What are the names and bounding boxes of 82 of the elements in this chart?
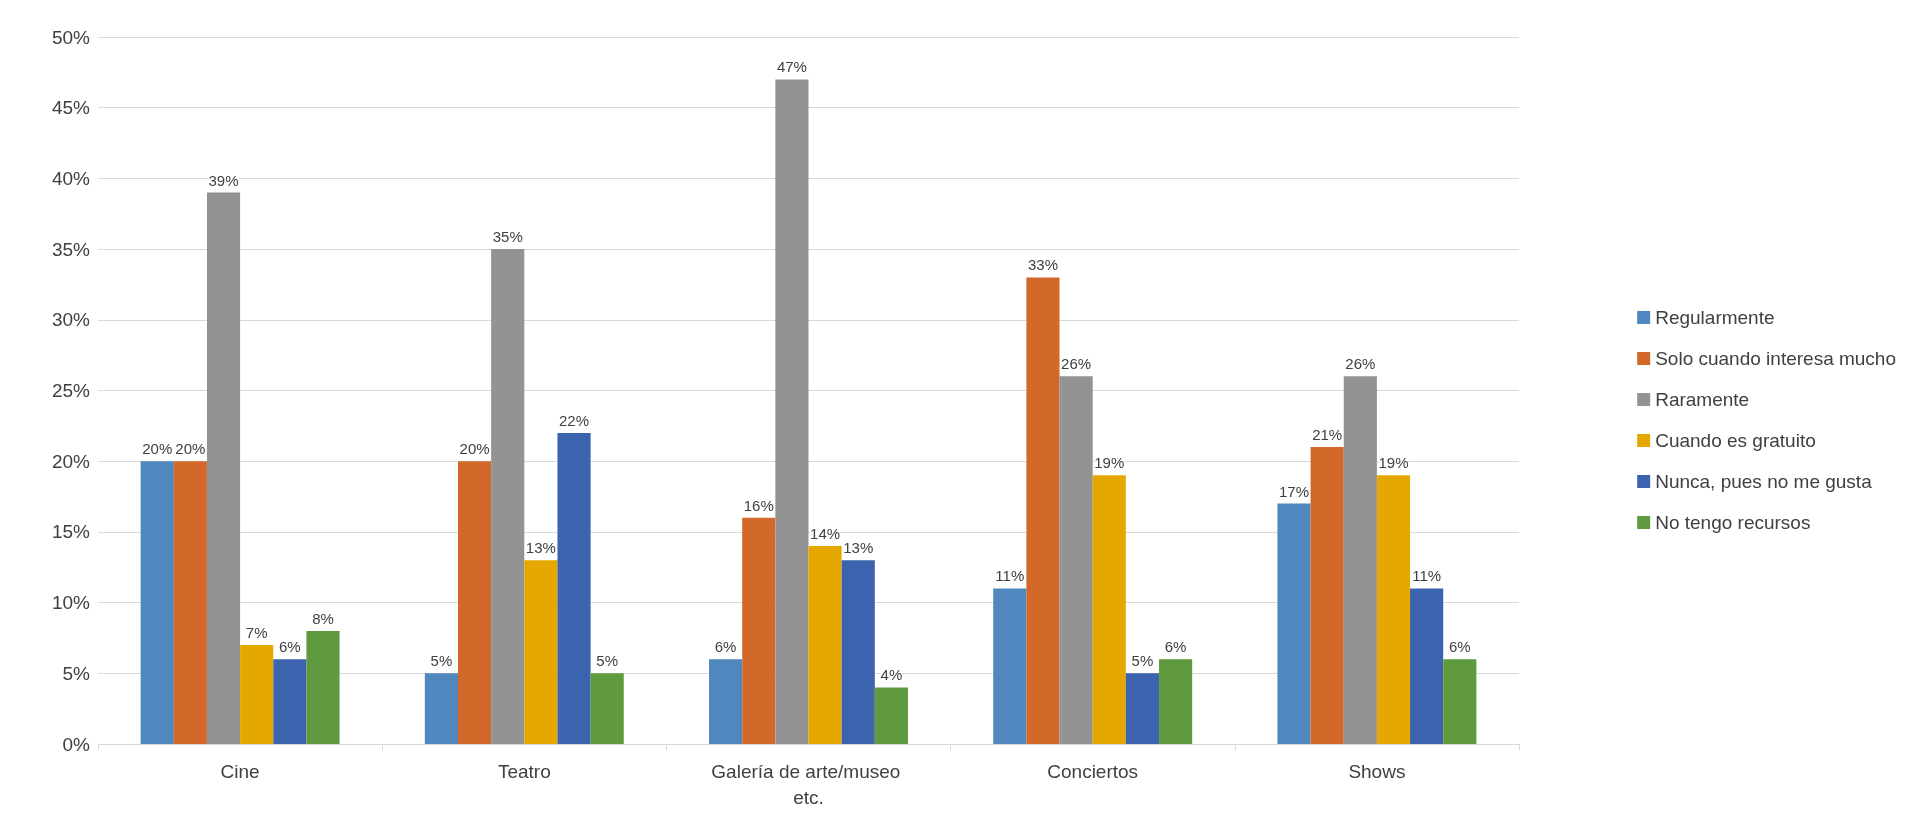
data-label: 33% (1027, 256, 1058, 274)
data-label: 35% (492, 228, 523, 246)
data-label: 5% (430, 652, 453, 670)
y-tick-label: 40% (51, 167, 91, 189)
x-tick-label: Shows (1348, 760, 1406, 782)
data-label: 16% (743, 496, 774, 514)
data-label: 20% (459, 440, 490, 458)
x-tick-label: Teatro (497, 760, 551, 782)
data-label: 6% (1448, 638, 1471, 656)
bar (1059, 376, 1093, 744)
y-tick-label: 25% (51, 380, 91, 401)
data-label: 13% (843, 539, 874, 557)
bar (874, 687, 908, 744)
data-label: 19% (1378, 454, 1409, 472)
bar (457, 461, 492, 744)
data-label: 6% (1164, 638, 1187, 656)
legend-label: Raramente (1655, 389, 1750, 410)
data-label: 11% (995, 567, 1025, 585)
bar (1310, 447, 1344, 744)
bar (1343, 376, 1377, 744)
bar (1443, 659, 1477, 744)
data-label: 22% (559, 411, 590, 429)
data-label: 20% (142, 440, 173, 458)
data-label: 5% (1131, 652, 1154, 670)
y-tick-label: 20% (51, 450, 91, 472)
bar (1277, 503, 1311, 744)
y-tick-label: 5% (62, 662, 91, 684)
data-label: 5% (596, 652, 619, 670)
data-label: 21% (1312, 426, 1343, 444)
x-tick-label: Conciertos (1047, 760, 1139, 782)
bar (775, 79, 809, 744)
data-label: 6% (278, 638, 301, 656)
data-label: 7% (245, 624, 268, 642)
x-tick-label: Galería de arte/museo etc. (711, 760, 906, 808)
data-label: 47% (776, 58, 807, 76)
bar (993, 588, 1027, 744)
legend-label: Regularmente (1655, 307, 1775, 328)
data-label: 26% (1345, 355, 1376, 373)
bar (1026, 277, 1060, 744)
data-label: 11% (1412, 567, 1442, 585)
bar (273, 659, 307, 744)
bar (206, 192, 241, 744)
y-tick-label: 50% (51, 26, 91, 48)
data-label: 4% (880, 666, 903, 684)
data-label: 14% (810, 525, 841, 543)
bar (424, 673, 458, 744)
legend-label: Cuando es gratuito (1655, 430, 1816, 451)
x-tick-label: Cine (220, 760, 260, 782)
y-tick-label: 30% (51, 309, 91, 331)
legend-label: Nunca, pues no me gusta (1655, 471, 1873, 492)
data-label: 6% (714, 638, 737, 656)
bar (841, 560, 875, 744)
bar (491, 249, 525, 744)
bar (1410, 588, 1444, 744)
y-tick-label: 0% (62, 733, 91, 755)
data-label: 20% (175, 440, 206, 458)
bar (808, 546, 842, 744)
bar (709, 659, 743, 744)
y-tick-label: 15% (51, 521, 91, 543)
data-label: 26% (1061, 355, 1092, 373)
bar (1092, 475, 1126, 744)
bar (557, 432, 591, 744)
bar (240, 645, 274, 744)
y-tick-label: 45% (51, 97, 91, 119)
legend-label: Solo cuando interesa mucho (1655, 348, 1897, 369)
bar (1125, 673, 1160, 744)
bar (140, 461, 174, 744)
bar (742, 517, 776, 744)
data-label: 8% (312, 609, 334, 627)
data-label: 13% (525, 539, 556, 557)
bar (524, 560, 558, 744)
data-label: 17% (1278, 482, 1310, 500)
legend-label: No tengo recursos (1655, 512, 1811, 533)
y-tick-label: 35% (51, 238, 91, 260)
bar (173, 461, 207, 744)
y-tick-label: 10% (51, 592, 91, 614)
bar (1376, 475, 1411, 744)
bar (1159, 659, 1193, 744)
bar (590, 673, 624, 744)
data-label: 19% (1094, 454, 1125, 472)
bar (306, 630, 340, 744)
data-label: 39% (208, 171, 239, 189)
